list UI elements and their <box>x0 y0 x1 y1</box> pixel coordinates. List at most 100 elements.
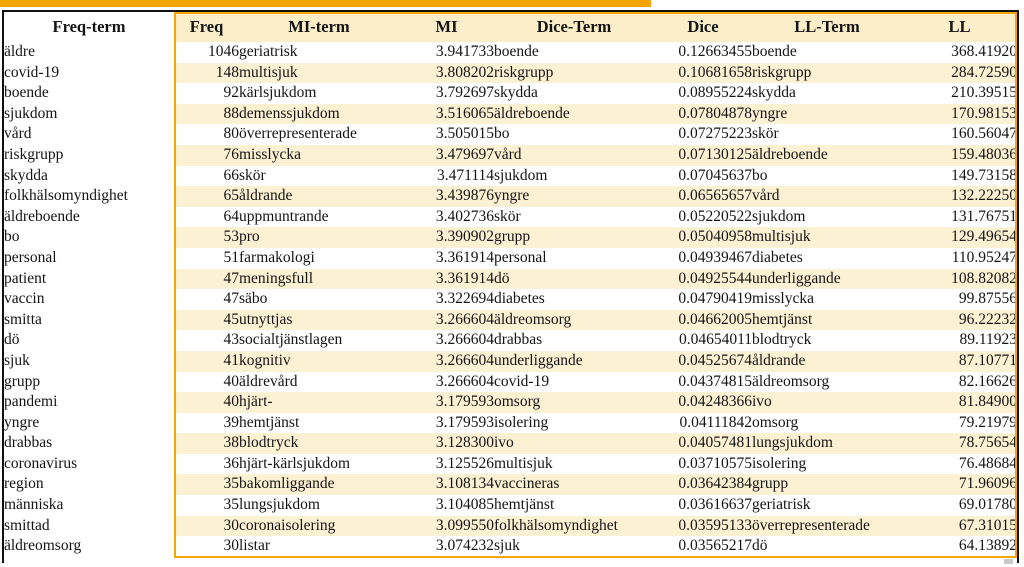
cell-freq: 88 <box>174 103 239 125</box>
cell-dice: 0.04248366 <box>654 392 752 413</box>
cell-ll: 71.96096 <box>902 474 1017 496</box>
cell-mi: 3.941733 <box>435 43 494 60</box>
cell-ll: 129.49654 <box>902 227 1017 248</box>
cell-ll-term: misslycka <box>752 290 814 308</box>
cell-mi: 3.402736 <box>435 207 494 225</box>
cell-freq: 39 <box>223 413 240 431</box>
cell-dice: 0.04374815 <box>678 372 752 390</box>
cell-mi-term: lungsjukdom <box>239 496 320 514</box>
cell-mi-term: demenssjukdom <box>239 103 399 125</box>
table-row: bo 53 pro 3.390902 grupp 0.05040958 multisjuk 1… <box>4 227 1017 248</box>
cell-ll: 284.72590 <box>902 62 1017 84</box>
cell-freq: 148 <box>174 62 239 84</box>
cell-mi-term: uppmuntrande <box>239 207 329 225</box>
table-row: pandemi 40 hjärt- 3.179593 omsorg 0.04248366 i… <box>4 392 1017 413</box>
cell-mi-term: äldrevård <box>239 372 298 390</box>
cell-ll: 81.84900 <box>902 392 1017 413</box>
cell-ll: 79.21979 <box>958 413 1017 431</box>
cell-mi: 3.479697 <box>399 144 494 166</box>
cell-dice: 0.05220522 <box>678 207 752 225</box>
cell-freq-term: människa <box>4 495 174 516</box>
cell-dice: 0.04525674 <box>654 350 752 372</box>
cell-freq: 41 <box>174 350 239 372</box>
cell-ll-term: överrepresenterade <box>752 515 902 537</box>
cell-ll: 368.41920 <box>951 43 1017 60</box>
cell-dice-term: multisjuk <box>494 454 553 472</box>
cell-mi-term: blodtryck <box>239 433 399 454</box>
cell-freq: 30 <box>223 537 240 555</box>
cell-freq-term: riskgrupp <box>4 144 174 166</box>
cell-freq: 35 <box>223 496 240 514</box>
table-row: yngre 39 hemtjänst 3.179593 isolering 0.04111… <box>4 412 1017 434</box>
cell-dice: 0.04111842 <box>679 413 752 431</box>
cell-mi: 3.266604 <box>435 331 494 349</box>
cell-ll-term: yngre <box>752 103 902 125</box>
cell-freq-term: bo <box>4 227 174 248</box>
cell-dice: 0.04654011 <box>678 331 752 349</box>
cell-dice-term: äldreboende <box>494 103 654 125</box>
cell-dice: 0.03595133 <box>654 515 752 537</box>
header-freq: Freq <box>174 12 239 42</box>
cell-ll-term: grupp <box>752 474 902 496</box>
cell-dice-term: sjuk <box>494 537 520 555</box>
cell-ll: 160.56047 <box>951 125 1017 143</box>
cell-ll-term: åldrande <box>752 350 902 372</box>
cell-ll: 108.82082 <box>902 268 1017 290</box>
cell-mi: 3.322694 <box>435 290 494 308</box>
table-row: smittad 30 coronaisolering 3.099550 folkhäls… <box>4 515 1017 537</box>
header-ll-term: LL-Term <box>752 12 902 42</box>
table-row: drabbas 38 blodtryck 3.128300 ivo 0.04057481 l… <box>4 433 1017 454</box>
cell-mi: 3.108134 <box>399 474 494 496</box>
table-row: dö 43 socialtjänstlagen 3.266604 drabbas 0.04… <box>4 330 1017 351</box>
cell-dice-term: äldreomsorg <box>494 309 654 331</box>
cell-dice-term: skydda <box>494 84 538 102</box>
table-row: boende 92 kärlsjukdom 3.792697 skydda 0.08955… <box>4 83 1017 104</box>
cell-ll: 78.75654 <box>902 433 1017 454</box>
cell-freq: 47 <box>174 268 239 290</box>
cell-freq-term: vård <box>4 124 174 145</box>
table-row: folkhälsomyndighet 65 åldrande 3.439876 yngr… <box>4 186 1017 207</box>
cell-dice-term: omsorg <box>494 392 654 413</box>
cell-mi-term: hjärt- <box>239 392 399 413</box>
cell-ll-term: vård <box>752 186 902 207</box>
cell-freq-term: smitta <box>4 309 174 331</box>
cell-freq: 38 <box>174 433 239 454</box>
cell-ll: 64.13892 <box>958 537 1017 555</box>
cell-dice: 0.04939467 <box>678 248 752 266</box>
header-mi-term: MI-term <box>239 12 399 42</box>
cell-mi-term: kärlsjukdom <box>239 84 317 102</box>
cell-dice: 0.04662005 <box>654 309 752 331</box>
cell-mi-term: hemtjänst <box>239 413 300 431</box>
cell-dice: 0.10681658 <box>654 62 752 84</box>
header-dice: Dice <box>654 12 752 42</box>
table-row: vaccin 47 säbo 3.322694 diabetes 0.04790419 mi… <box>4 289 1017 310</box>
cell-dice: 0.04925544 <box>654 268 752 290</box>
cell-freq-term: region <box>4 474 174 496</box>
cell-freq-term: sjukdom <box>4 103 174 125</box>
cell-dice: 0.04790419 <box>678 290 752 308</box>
cell-ll-term: lungsjukdom <box>752 433 902 454</box>
cell-dice-term: riskgrupp <box>494 62 654 84</box>
table-row: äldreboende 64 uppmuntrande 3.402736 skör 0.0… <box>4 206 1017 228</box>
collocation-stats-table: Freq-term Freq MI-term MI Dice-Term Dice… <box>4 12 1017 557</box>
cell-ll: 87.10771 <box>902 350 1017 372</box>
cell-ll-term: diabetes <box>752 248 803 266</box>
cell-ll: 159.48036 <box>902 144 1017 166</box>
cell-mi-term: överrepresenterade <box>239 125 357 143</box>
cell-dice-term: yngre <box>494 186 654 207</box>
cell-dice-term: diabetes <box>494 290 545 308</box>
cell-freq-term: folkhälsomyndighet <box>4 186 174 207</box>
cell-mi: 3.074232 <box>435 537 494 555</box>
cell-freq: 64 <box>223 207 240 225</box>
cell-dice-term: drabbas <box>494 331 543 349</box>
cell-ll-term: multisjuk <box>752 227 902 248</box>
cell-ll: 82.16626 <box>958 372 1017 390</box>
header-dice-term: Dice-Term <box>494 12 654 42</box>
table-row: vård 80 överrepresenterade 3.505015 bo 0.0727… <box>4 124 1017 145</box>
cell-freq: 65 <box>174 186 239 207</box>
cell-mi: 3.505015 <box>435 125 494 143</box>
cell-freq-term: grupp <box>4 371 174 393</box>
cell-mi-term: pro <box>239 227 399 248</box>
cell-ll-term: bo <box>752 166 768 184</box>
accent-top-bar <box>0 0 651 7</box>
